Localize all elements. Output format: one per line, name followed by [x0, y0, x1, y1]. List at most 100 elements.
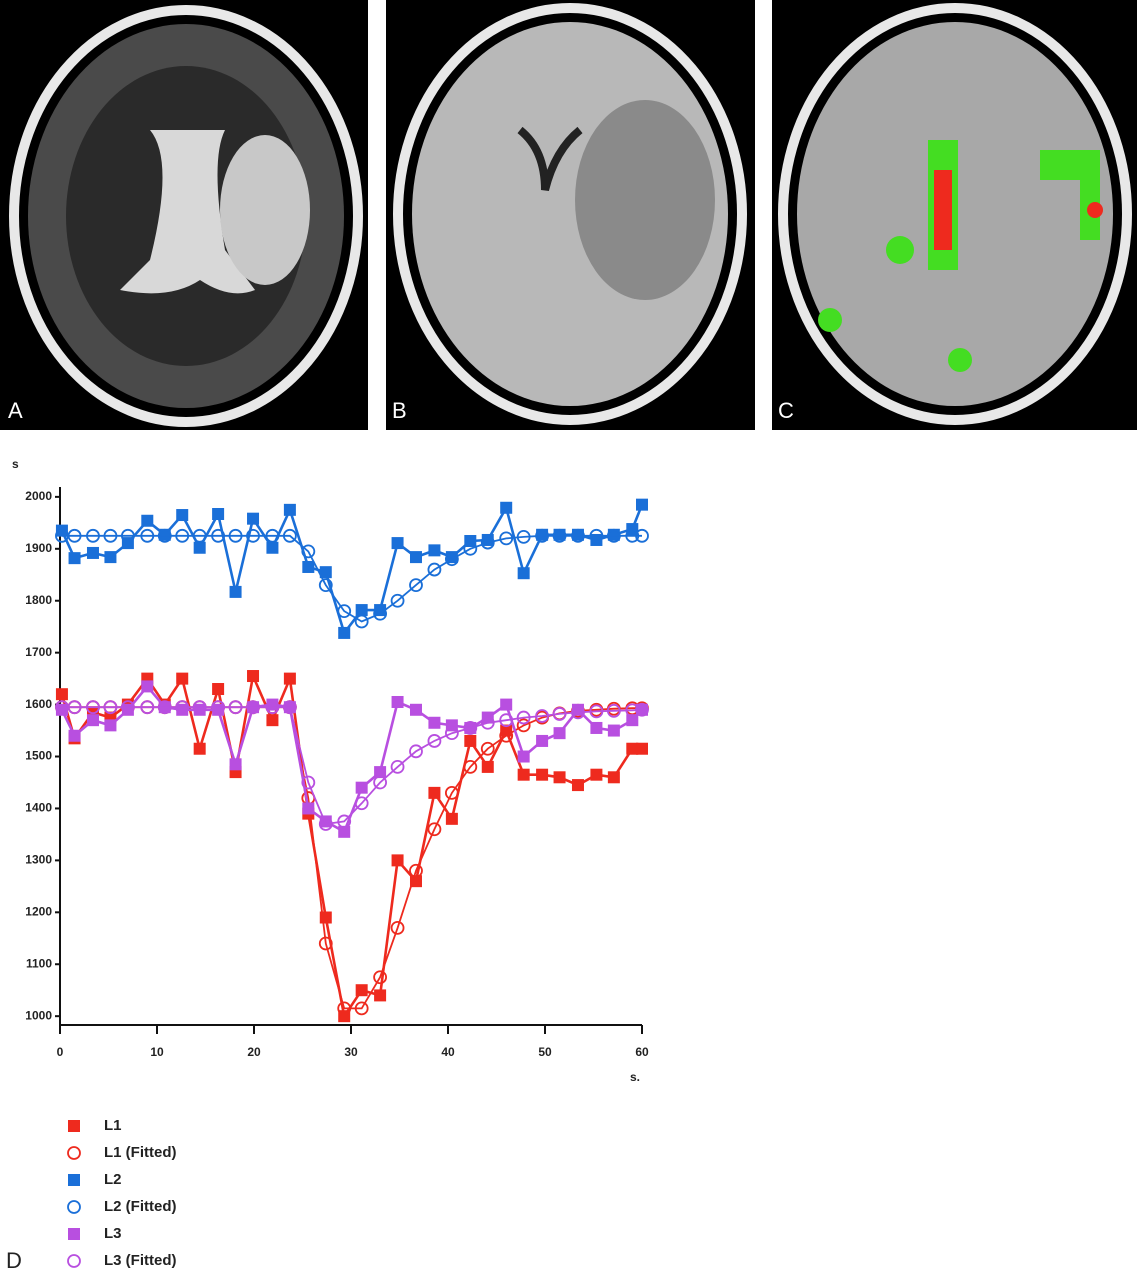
- fitted-point: [121, 700, 135, 715]
- data-point: [104, 719, 117, 732]
- fitted-point: [337, 1001, 352, 1016]
- fitted-point: [571, 705, 585, 720]
- fitted-point: [301, 775, 316, 790]
- data-point: [193, 742, 206, 755]
- series-line: [61, 706, 642, 1010]
- data-point: [86, 546, 99, 559]
- fitted-point: [427, 734, 442, 748]
- data-point: [68, 552, 81, 565]
- fitted-point: [373, 970, 388, 985]
- legend-marker: [67, 1146, 81, 1160]
- x-tick-label: 0: [57, 1045, 64, 1059]
- fitted-point: [228, 700, 243, 715]
- y-tick-label: 1200: [25, 904, 52, 918]
- fitted-point: [606, 528, 621, 543]
- data-point: [607, 771, 620, 784]
- fitted-point: [463, 760, 478, 774]
- data-point: [428, 544, 441, 557]
- y-tick-label: 1000: [25, 1008, 52, 1022]
- data-point: [464, 734, 477, 747]
- series-line: [61, 534, 642, 623]
- data-point: [355, 984, 368, 997]
- fitted-point: [535, 709, 549, 723]
- fitted-point: [103, 700, 118, 715]
- fitted-point: [246, 700, 260, 715]
- y-tick-label: 1300: [25, 853, 52, 867]
- fitted-point: [103, 528, 118, 543]
- fitted-point: [589, 528, 604, 543]
- legend-label: L2 (Fitted): [104, 1198, 177, 1215]
- data-point: [355, 781, 368, 794]
- data-point: [176, 672, 189, 685]
- fitted-point: [427, 562, 442, 577]
- data-point: [391, 854, 404, 867]
- y-tick-label: 1700: [25, 645, 52, 659]
- data-point: [517, 567, 530, 580]
- fitted-point: [140, 528, 155, 543]
- data-point: [553, 528, 566, 541]
- y-axis-label: s: [12, 457, 19, 471]
- data-point: [302, 560, 315, 573]
- panel-label: B: [392, 398, 407, 423]
- fitted-point: [480, 715, 495, 730]
- data-point: [536, 734, 549, 747]
- data-point: [55, 688, 68, 701]
- fitted-point: [516, 529, 531, 544]
- data-point: [428, 716, 441, 729]
- data-point: [481, 760, 494, 773]
- data-point: [212, 508, 225, 521]
- data-point: [409, 703, 422, 716]
- panel-label: C: [778, 398, 794, 423]
- data-point: [590, 721, 603, 734]
- fitted-point: [409, 863, 423, 878]
- fitted-point: [373, 775, 388, 790]
- y-tick-label: 1900: [25, 541, 52, 555]
- fitted-point: [444, 726, 459, 741]
- fitted-point: [211, 528, 226, 543]
- panel-label: A: [8, 398, 23, 423]
- data-point: [158, 528, 171, 541]
- fitted-point: [318, 817, 333, 831]
- fitted-point: [354, 796, 369, 811]
- fitted-point: [463, 721, 478, 735]
- fitted-point: [625, 703, 640, 718]
- legend-label: L2: [104, 1171, 122, 1188]
- fitted-point: [463, 541, 478, 556]
- fitted-point: [86, 528, 100, 543]
- fitted-point: [246, 528, 260, 543]
- fitted-point: [175, 528, 190, 543]
- x-tick-label: 50: [538, 1045, 552, 1059]
- legend-label: L3: [104, 1225, 122, 1242]
- data-point: [193, 541, 206, 554]
- fitted-point: [409, 744, 423, 759]
- data-point: [571, 528, 584, 541]
- series-line: [61, 706, 643, 825]
- fitted-point: [480, 535, 495, 550]
- data-point: [590, 533, 603, 546]
- legend-label: L1 (Fitted): [104, 1144, 177, 1161]
- data-point: [500, 698, 513, 711]
- fitted-point: [552, 707, 567, 721]
- data-point: [283, 503, 296, 516]
- fitted-point: [318, 936, 333, 951]
- fitted-point: [589, 704, 604, 719]
- data-point: [517, 750, 530, 763]
- data-point: [283, 672, 296, 685]
- fitted-point: [516, 710, 531, 725]
- fitted-point: [354, 1001, 369, 1016]
- fitted-point: [301, 544, 316, 559]
- y-tick-label: 1400: [25, 801, 52, 815]
- data-point: [319, 566, 332, 579]
- fitted-point: [318, 578, 333, 593]
- data-point: [500, 501, 513, 514]
- fitted-point: [571, 528, 585, 543]
- data-point: [571, 779, 584, 792]
- data-point: [141, 680, 154, 693]
- data-point: [121, 703, 134, 716]
- fitted-point: [535, 528, 549, 543]
- y-tick-label: 1800: [25, 593, 52, 607]
- legend-marker: [68, 1120, 80, 1132]
- data-point: [636, 498, 648, 511]
- data-point: [247, 670, 260, 683]
- fitted-point: [265, 700, 280, 715]
